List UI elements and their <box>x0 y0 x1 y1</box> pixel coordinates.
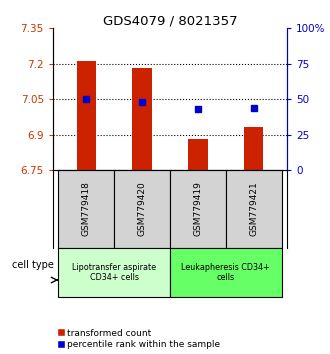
Title: GDS4079 / 8021357: GDS4079 / 8021357 <box>103 14 237 27</box>
Text: Leukapheresis CD34+
cells: Leukapheresis CD34+ cells <box>182 263 270 282</box>
Bar <box>132 68 152 170</box>
Bar <box>226 170 281 248</box>
Bar <box>58 248 170 297</box>
Bar <box>58 170 114 248</box>
Text: GSM779419: GSM779419 <box>193 181 202 236</box>
Bar <box>244 127 263 170</box>
Bar <box>170 248 281 297</box>
Bar <box>114 170 170 248</box>
Text: GSM779420: GSM779420 <box>138 182 147 236</box>
Legend: transformed count, percentile rank within the sample: transformed count, percentile rank withi… <box>57 329 220 349</box>
Text: GSM779421: GSM779421 <box>249 182 258 236</box>
Bar <box>170 170 226 248</box>
Text: GSM779418: GSM779418 <box>82 181 91 236</box>
Bar <box>77 61 96 170</box>
Text: Lipotransfer aspirate
CD34+ cells: Lipotransfer aspirate CD34+ cells <box>72 263 156 282</box>
Bar <box>188 139 208 170</box>
Text: cell type: cell type <box>12 260 54 270</box>
